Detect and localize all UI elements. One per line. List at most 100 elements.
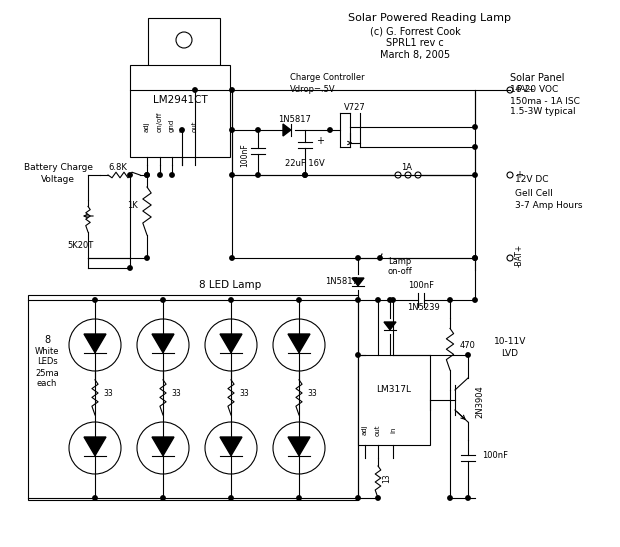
Circle shape: [297, 496, 301, 500]
Text: 8 LED Lamp: 8 LED Lamp: [199, 280, 261, 290]
Text: 33: 33: [307, 388, 317, 398]
Circle shape: [303, 173, 307, 177]
Polygon shape: [384, 322, 396, 330]
Text: Voltage: Voltage: [41, 174, 75, 183]
Bar: [28, 295, 358, 500]
Circle shape: [356, 496, 360, 500]
Circle shape: [256, 128, 260, 132]
Text: 1N5239: 1N5239: [407, 304, 440, 312]
Text: on/off: on/off: [157, 112, 163, 132]
Bar: [232, 90, 475, 175]
Circle shape: [176, 32, 192, 48]
Circle shape: [158, 173, 162, 177]
Text: 470: 470: [460, 340, 476, 350]
Circle shape: [466, 496, 470, 500]
Circle shape: [507, 87, 513, 93]
Text: 8: 8: [44, 335, 50, 345]
Circle shape: [376, 298, 380, 302]
Text: adj: adj: [362, 424, 368, 435]
Circle shape: [378, 256, 382, 260]
Text: in: in: [179, 125, 185, 132]
Circle shape: [448, 496, 452, 500]
Text: White: White: [35, 347, 60, 357]
Text: on-off: on-off: [388, 266, 412, 276]
Circle shape: [145, 173, 149, 177]
Circle shape: [297, 298, 301, 302]
Text: SPRL1 rev c: SPRL1 rev c: [386, 38, 444, 48]
Text: 1K: 1K: [127, 201, 138, 210]
Circle shape: [230, 173, 234, 177]
Circle shape: [161, 496, 165, 500]
Circle shape: [180, 128, 184, 132]
Polygon shape: [84, 437, 106, 456]
Circle shape: [507, 255, 513, 261]
Text: Solar Panel: Solar Panel: [510, 73, 564, 83]
Text: 2N3904: 2N3904: [476, 386, 484, 418]
Circle shape: [230, 88, 234, 92]
Text: 33: 33: [171, 388, 181, 398]
Text: 25ma: 25ma: [35, 369, 59, 377]
Text: +: +: [316, 136, 324, 146]
Polygon shape: [84, 334, 106, 353]
Circle shape: [69, 319, 121, 371]
Bar: [130, 65, 230, 157]
Circle shape: [161, 298, 165, 302]
Text: 1N5817: 1N5817: [326, 276, 358, 286]
Circle shape: [230, 128, 234, 132]
Text: 100nF: 100nF: [408, 282, 434, 290]
Text: 13: 13: [383, 473, 391, 483]
Text: 33: 33: [103, 388, 113, 398]
Circle shape: [230, 256, 234, 260]
Text: LM317L: LM317L: [376, 386, 412, 394]
Circle shape: [256, 173, 260, 177]
Circle shape: [170, 173, 174, 177]
Text: Battery Charge: Battery Charge: [24, 164, 92, 172]
Text: 100nF: 100nF: [482, 451, 508, 459]
Text: out: out: [375, 424, 381, 436]
Circle shape: [356, 256, 360, 260]
Circle shape: [415, 172, 421, 178]
Circle shape: [128, 266, 132, 270]
Circle shape: [137, 319, 189, 371]
Circle shape: [395, 172, 401, 178]
Text: V727: V727: [344, 103, 366, 113]
Text: 22uF 16V: 22uF 16V: [285, 159, 325, 167]
Circle shape: [391, 298, 395, 302]
Text: -BAT+: -BAT+: [515, 243, 524, 266]
Polygon shape: [220, 437, 242, 456]
Polygon shape: [288, 334, 310, 353]
Text: 10-11V: 10-11V: [494, 337, 526, 346]
Text: 150ma - 1A ISC: 150ma - 1A ISC: [510, 96, 580, 106]
Text: 6.8K: 6.8K: [108, 164, 128, 172]
Circle shape: [405, 172, 411, 178]
Polygon shape: [283, 124, 291, 136]
Circle shape: [69, 422, 121, 474]
Circle shape: [507, 172, 513, 178]
Circle shape: [473, 125, 477, 129]
Polygon shape: [220, 334, 242, 353]
Circle shape: [303, 173, 307, 177]
Circle shape: [273, 422, 325, 474]
Text: LM2941CT: LM2941CT: [153, 95, 207, 105]
Circle shape: [137, 422, 189, 474]
Text: each: each: [37, 379, 57, 387]
Text: out: out: [192, 120, 198, 132]
Circle shape: [448, 298, 452, 302]
Circle shape: [93, 298, 97, 302]
Text: 100nF: 100nF: [241, 143, 249, 167]
Circle shape: [356, 298, 360, 302]
Circle shape: [473, 256, 477, 260]
Polygon shape: [288, 437, 310, 456]
Circle shape: [205, 319, 257, 371]
Text: -PV+: -PV+: [515, 85, 536, 95]
Circle shape: [145, 173, 149, 177]
Bar: [148, 18, 220, 66]
Text: LEDs: LEDs: [37, 358, 58, 366]
Text: 1.5-3W typical: 1.5-3W typical: [510, 108, 575, 117]
Text: 12V DC: 12V DC: [515, 176, 549, 184]
Text: adj: adj: [144, 121, 150, 132]
Text: Charge Controller: Charge Controller: [290, 73, 365, 83]
Circle shape: [229, 298, 233, 302]
Circle shape: [473, 173, 477, 177]
Text: +: +: [515, 170, 523, 180]
